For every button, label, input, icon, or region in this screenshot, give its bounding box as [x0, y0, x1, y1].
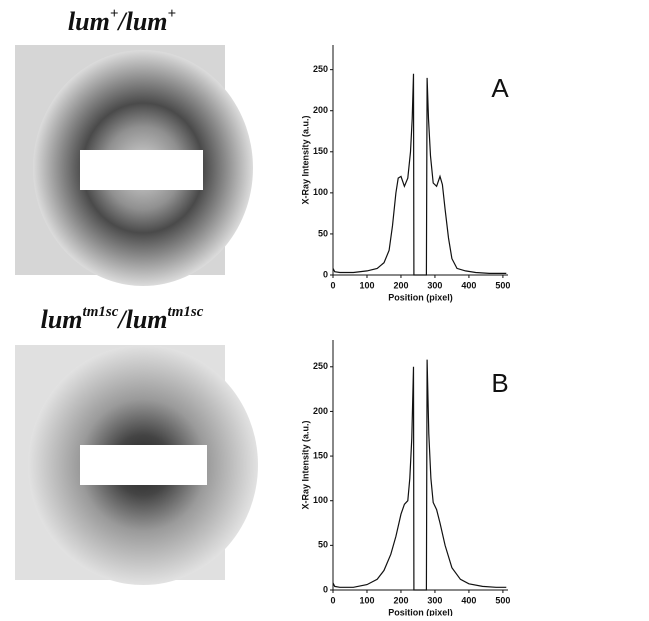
- label-part: /lum: [116, 305, 167, 334]
- x-tick-label: 0: [330, 595, 335, 605]
- y-tick-label: 150: [313, 146, 328, 156]
- panel-letter: B: [491, 368, 508, 398]
- x-axis-label: Position (pixel): [388, 607, 453, 616]
- y-axis-label: X-Ray Intensity (a.u.): [300, 420, 310, 509]
- y-tick-label: 250: [313, 361, 328, 371]
- beam-stop: [80, 445, 207, 485]
- x-axis-label: Position (pixel): [388, 292, 453, 302]
- y-tick-label: 200: [313, 406, 328, 416]
- y-axis-label: X-Ray Intensity (a.u.): [300, 115, 310, 204]
- panel-letter: A: [491, 73, 509, 103]
- x-tick-label: 100: [359, 280, 374, 290]
- x-tick-label: 300: [427, 280, 442, 290]
- x-tick-label: 200: [393, 280, 408, 290]
- genotype-label: lumtm1sc/lumtm1sc: [41, 304, 204, 334]
- beam-stop: [80, 150, 203, 190]
- label-sup: +: [110, 6, 119, 22]
- label-sup: tm1sc: [83, 304, 119, 320]
- line: [332, 359, 507, 591]
- y-tick-label: 100: [313, 187, 328, 197]
- y-tick-label: 250: [313, 64, 328, 74]
- x-tick-label: 300: [427, 595, 442, 605]
- x-tick-label: 100: [359, 595, 374, 605]
- label-part: /lum: [116, 7, 167, 36]
- genotype-label: lum+/lum+: [68, 6, 176, 36]
- x-tick-label: 500: [495, 595, 510, 605]
- label-sup: tm1sc: [168, 304, 204, 320]
- line: [332, 73, 507, 276]
- x-tick-label: 400: [461, 595, 476, 605]
- label-part: lum: [68, 7, 110, 36]
- x-tick-label: 500: [495, 280, 510, 290]
- y-tick-label: 150: [313, 450, 328, 460]
- y-tick-label: 100: [313, 495, 328, 505]
- label-part: lum: [41, 305, 83, 334]
- x-tick-label: 0: [330, 280, 335, 290]
- y-tick-label: 200: [313, 105, 328, 115]
- y-tick-label: 0: [323, 584, 328, 594]
- x-tick-label: 400: [461, 280, 476, 290]
- y-tick-label: 50: [318, 228, 328, 238]
- y-tick-label: 50: [318, 540, 328, 550]
- label-sup: +: [168, 6, 177, 22]
- x-tick-label: 200: [393, 595, 408, 605]
- y-tick-label: 0: [323, 269, 328, 279]
